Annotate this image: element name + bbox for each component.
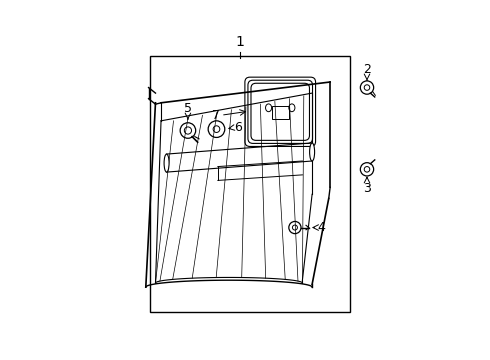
Text: 4: 4 (318, 221, 325, 234)
Text: 3: 3 (363, 182, 371, 195)
Bar (272, 106, 289, 120)
Text: 7: 7 (212, 109, 220, 122)
Text: 2: 2 (363, 63, 371, 76)
Ellipse shape (164, 154, 169, 172)
Bar (150, 56, 349, 312)
Ellipse shape (310, 143, 315, 161)
Text: 1: 1 (236, 35, 245, 49)
Text: 5: 5 (184, 102, 192, 115)
Text: 6: 6 (234, 121, 242, 134)
